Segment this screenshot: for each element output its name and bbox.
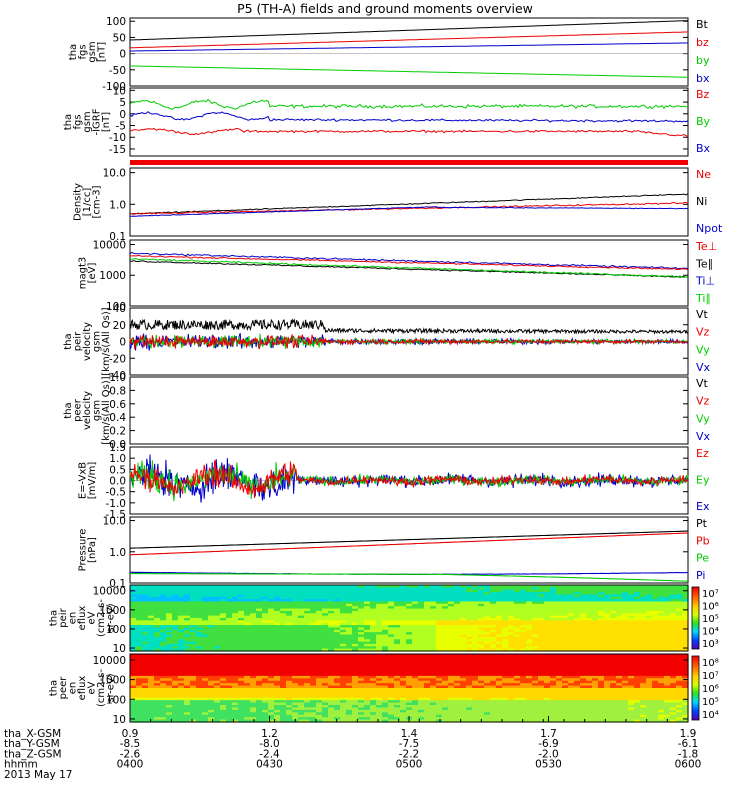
- legend-pe: Pe: [696, 552, 709, 565]
- legend-bx: bx: [696, 72, 710, 85]
- legend-te∥: Te∥: [695, 257, 713, 270]
- y-axis-label: [nT]: [101, 112, 112, 132]
- y-tick-label: 100: [106, 16, 126, 28]
- plot-title: P5 (TH-A) fields and ground moments over…: [237, 1, 533, 16]
- series-ti-perp: [130, 252, 688, 269]
- y-axis-label: [cm-3]: [92, 185, 103, 218]
- colorbar-tick-label: 10⁵: [702, 614, 719, 625]
- legend-pi: Pi: [696, 569, 705, 582]
- series-bz: [130, 32, 688, 48]
- legend-vy: Vy: [696, 412, 710, 425]
- legend-bz: bz: [696, 36, 709, 49]
- panel-ele_spec: 10⁸10⁷10⁶10⁵10⁴10000100010010thapeerenef…: [49, 654, 719, 726]
- y-tick-label: 10000: [93, 586, 126, 598]
- legend-ex: Ex: [696, 500, 710, 513]
- legend-ey: Ey: [696, 474, 710, 487]
- series-bx: [130, 112, 688, 123]
- y-axis-label: [mV/m]: [87, 462, 98, 500]
- y-tick-label: 10.0: [103, 168, 126, 180]
- panel-frame: [130, 88, 688, 156]
- panel-frame: [130, 240, 688, 306]
- legend-bt: Bt: [696, 18, 709, 31]
- red-bar: [130, 160, 688, 165]
- y-axis-label: [km/s(All Qs)]: [101, 376, 112, 444]
- spectrogram: [130, 585, 689, 652]
- panel-frame: [130, 377, 688, 444]
- y-tick-label: -10: [109, 132, 126, 144]
- y-tick-label: 40: [113, 303, 126, 315]
- legend-pb: Pb: [696, 534, 710, 547]
- series-bx: [130, 43, 688, 51]
- colorbar-tick-label: 10⁶: [702, 602, 719, 613]
- y-tick-label: -50: [109, 65, 126, 77]
- y-tick-label: 10.0: [103, 516, 126, 528]
- legend-bx: Bx: [696, 142, 711, 155]
- y-tick-label: 10000: [93, 239, 126, 251]
- legend-by: by: [696, 54, 710, 67]
- series-ni: [130, 194, 688, 214]
- legend-vx: Vx: [696, 361, 711, 374]
- legend-vy: Vy: [696, 343, 710, 356]
- series-pt: [130, 531, 688, 548]
- y-tick-label: 0: [119, 49, 126, 61]
- legend-vz: Vz: [696, 326, 710, 339]
- y-axis-label: [nPa]: [87, 537, 98, 563]
- series-vt: [130, 320, 688, 333]
- panel-peer: 1.00.80.60.40.20.0thapeervelocitygsm[km/…: [63, 372, 711, 451]
- y-axis-label: sr-eV): [106, 603, 117, 632]
- legend-vz: Vz: [696, 395, 710, 408]
- colorbar-tick-label: 10³: [702, 639, 719, 650]
- series-bt: [130, 21, 688, 40]
- panel-separator: [130, 160, 688, 165]
- y-tick-label: 1000: [99, 270, 126, 282]
- y-tick-label: 0: [119, 109, 126, 121]
- y-tick-label: 20: [113, 320, 126, 332]
- legend-vx: Vx: [696, 430, 711, 443]
- panel-frame: [130, 168, 688, 236]
- legend-pt: Pt: [696, 517, 708, 530]
- y-tick-label: 5: [119, 97, 126, 109]
- y-tick-label: 10: [113, 85, 126, 97]
- y-tick-label: 0: [119, 337, 126, 349]
- panel-ion_spec: 10⁷10⁶10⁵10⁴10³10000100010010thapeirenef…: [49, 585, 719, 655]
- colorbar: [692, 587, 699, 649]
- series-pe: [130, 574, 688, 582]
- y-tick-label: -5: [116, 121, 126, 133]
- y-axis-label: [eV]: [87, 263, 98, 284]
- y-tick-label: 1.0: [109, 547, 126, 559]
- legend-te⊥: Te⊥: [695, 240, 717, 253]
- y-axis-label: [nT]: [96, 42, 107, 62]
- legend-npot: Npot: [696, 222, 723, 235]
- legend-bz: Bz: [696, 88, 710, 101]
- legend-ti⊥: Ti⊥: [695, 275, 715, 288]
- y-tick-label: 1.0: [109, 199, 126, 211]
- series-bz: [130, 128, 688, 136]
- y-tick-label: -15: [109, 144, 126, 156]
- y-tick-label: 50: [113, 32, 126, 44]
- colorbar-tick-label: 10⁷: [702, 589, 719, 600]
- series-by: [130, 100, 688, 110]
- panel-efield: 1.51.00.50.0-0.5-1.0-1.5E=-VxB[mV/m]EzEy…: [77, 442, 710, 521]
- series-by: [130, 66, 688, 77]
- spectrogram: [130, 654, 689, 723]
- legend-ez: Ez: [696, 447, 709, 460]
- legend-ti∥: Ti∥: [695, 292, 711, 305]
- legend-by: By: [696, 115, 711, 128]
- colorbar-tick-label: 10⁴: [702, 627, 719, 638]
- legend-vt: Vt: [696, 377, 709, 390]
- series-pb: [130, 533, 688, 555]
- legend-vt: Vt: [696, 308, 709, 321]
- legend-ne: Ne: [696, 168, 711, 181]
- y-tick-label: 10: [113, 643, 126, 655]
- legend-ni: Ni: [696, 195, 707, 208]
- y-axis-label: [km/s(All Qs)]: [101, 307, 112, 375]
